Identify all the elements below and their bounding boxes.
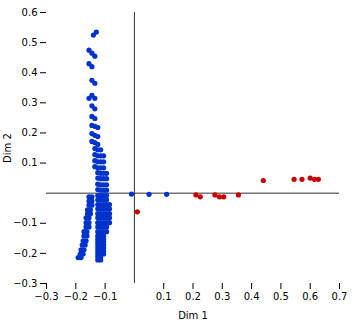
svg-text:0.4: 0.4 (22, 67, 38, 78)
svg-text:0.6: 0.6 (22, 7, 38, 18)
svg-text:Dim 1: Dim 1 (178, 310, 208, 321)
svg-text:−0.1: −0.1 (93, 291, 117, 302)
svg-text:−0.1: −0.1 (13, 217, 37, 228)
svg-text:0.1: 0.1 (22, 157, 38, 168)
svg-text:0.1: 0.1 (156, 291, 172, 302)
svg-text:0.7: 0.7 (332, 291, 348, 302)
svg-text:0.3: 0.3 (214, 291, 230, 302)
svg-text:−0.3: −0.3 (34, 291, 58, 302)
svg-text:Dim 2: Dim 2 (2, 133, 13, 163)
svg-text:0.2: 0.2 (22, 127, 38, 138)
svg-text:0.2: 0.2 (185, 291, 201, 302)
svg-text:0.5: 0.5 (273, 291, 289, 302)
svg-text:0.5: 0.5 (22, 37, 38, 48)
svg-text:−0.3: −0.3 (13, 278, 37, 289)
svg-text:−0.2: −0.2 (13, 248, 37, 259)
svg-text:0.4: 0.4 (244, 291, 260, 302)
svg-text:−0.2: −0.2 (64, 291, 88, 302)
svg-text:0.6: 0.6 (302, 291, 318, 302)
svg-text:0.3: 0.3 (22, 97, 38, 108)
